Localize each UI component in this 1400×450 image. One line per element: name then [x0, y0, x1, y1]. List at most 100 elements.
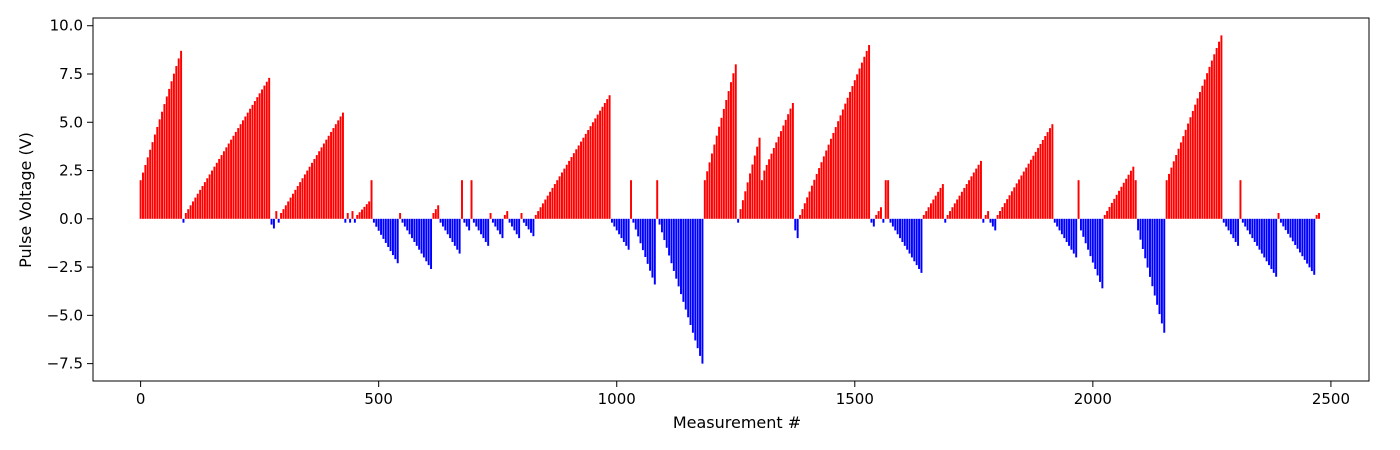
bar-154 — [506, 211, 509, 219]
bar-357 — [989, 218, 992, 223]
bar-467 — [1251, 218, 1254, 239]
bar-39 — [232, 135, 235, 219]
bar-473 — [1265, 218, 1268, 262]
bar-96 — [368, 201, 371, 219]
bar-120 — [425, 218, 428, 262]
bar-220 — [663, 218, 666, 241]
bar-150 — [496, 218, 499, 231]
x-axis-ticks: 0 500 1000 1500 2000 2500 — [136, 381, 1350, 408]
bar-152 — [501, 218, 504, 239]
bar-82 — [334, 124, 337, 219]
bar-14 — [172, 73, 175, 219]
bar-451 — [1213, 54, 1216, 219]
bar-405 — [1103, 214, 1106, 219]
bar-58 — [277, 218, 280, 223]
bar-486 — [1296, 218, 1299, 249]
bar-127 — [441, 218, 444, 227]
bar-159 — [518, 218, 521, 239]
bar-435 — [1175, 155, 1178, 219]
bar-149 — [494, 218, 497, 227]
bar-423 — [1146, 218, 1149, 268]
bar-315 — [889, 218, 892, 223]
bar-99 — [375, 218, 378, 227]
bar-337 — [941, 184, 944, 219]
bar-214 — [649, 218, 652, 271]
bar-402 — [1096, 218, 1099, 276]
bar-445 — [1199, 92, 1201, 219]
bar-123 — [432, 213, 435, 219]
bar-428 — [1158, 218, 1161, 315]
bar-362 — [1001, 207, 1004, 219]
bar-42 — [239, 124, 242, 219]
bar-64 — [291, 193, 294, 219]
bar-122 — [430, 218, 433, 270]
bar-295 — [841, 109, 844, 219]
bar-35 — [222, 151, 225, 219]
bar-32 — [215, 162, 218, 219]
bar-299 — [851, 86, 854, 219]
bar-380 — [1044, 136, 1047, 219]
bar-444 — [1196, 98, 1199, 219]
bar-381 — [1046, 132, 1049, 219]
bar-118 — [420, 218, 423, 254]
bar-441 — [1189, 117, 1192, 219]
bar-238 — [706, 171, 709, 219]
bar-398 — [1087, 218, 1090, 250]
bar-117 — [418, 218, 421, 250]
bar-169 — [541, 203, 544, 219]
bar-389 — [1065, 218, 1068, 242]
x-tick-label: 0 — [136, 390, 146, 408]
bar-212 — [644, 218, 647, 257]
bar-158 — [515, 218, 518, 235]
bar-126 — [439, 218, 442, 223]
bar-67 — [299, 182, 302, 219]
bar-190 — [591, 122, 594, 219]
bar-417 — [1132, 166, 1135, 219]
bar-460 — [1234, 218, 1237, 242]
bar-130 — [449, 218, 452, 239]
y-tick-label: 5.0 — [59, 113, 83, 131]
bar-144 — [482, 218, 485, 239]
bar-194 — [601, 106, 604, 219]
bar-90 — [353, 218, 356, 223]
bar-419 — [1137, 218, 1140, 231]
bar-73 — [313, 158, 316, 219]
bar-186 — [582, 137, 585, 219]
x-tick-label: 2500 — [1312, 390, 1350, 408]
bar-178 — [563, 168, 566, 219]
bar-433 — [1170, 167, 1173, 219]
bar-437 — [1179, 142, 1182, 219]
bar-358 — [991, 218, 994, 227]
bar-166 — [534, 214, 537, 219]
bar-413 — [1122, 182, 1125, 219]
bar-312 — [882, 218, 885, 223]
bar-365 — [1008, 195, 1011, 219]
bar-495 — [1318, 213, 1320, 219]
bar-335 — [937, 191, 940, 219]
bar-55 — [270, 218, 273, 225]
bar-29 — [208, 174, 211, 219]
bar-374 — [1029, 159, 1032, 219]
bar-370 — [1020, 175, 1023, 219]
bar-148 — [491, 218, 494, 223]
bar-28 — [206, 178, 209, 219]
bar-308 — [872, 218, 875, 227]
bar-105 — [389, 218, 392, 252]
bar-273 — [789, 108, 792, 219]
bar-168 — [539, 207, 542, 219]
bar-179 — [565, 164, 568, 219]
bar-469 — [1256, 218, 1259, 246]
bar-215 — [651, 218, 654, 278]
bar-235 — [699, 218, 702, 356]
bar-230 — [687, 218, 690, 318]
bar-397 — [1084, 218, 1087, 244]
bar-16 — [177, 58, 180, 219]
bar-328 — [920, 218, 923, 273]
bar-223 — [670, 218, 673, 264]
bar-49 — [256, 97, 259, 219]
y-axis-label: Pulse Voltage (V) — [16, 132, 35, 268]
bar-231 — [689, 218, 692, 326]
bar-241 — [713, 144, 716, 219]
y-tick-label: −7.5 — [47, 355, 83, 373]
bar-376 — [1034, 151, 1037, 219]
